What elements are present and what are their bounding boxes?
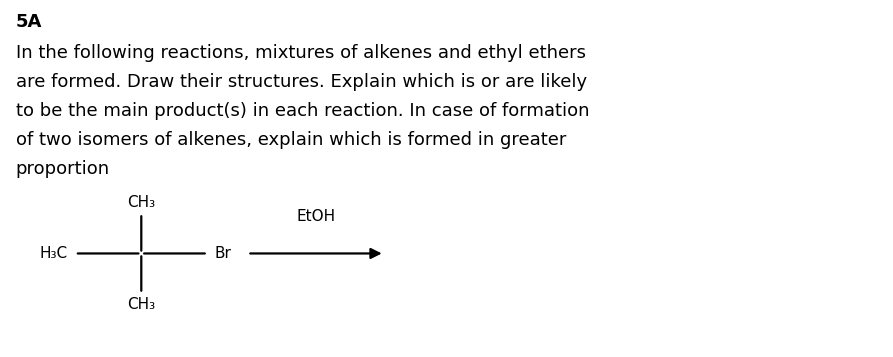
Text: CH₃: CH₃ (127, 297, 155, 312)
Text: 5A: 5A (16, 13, 42, 31)
Text: EtOH: EtOH (296, 209, 336, 224)
Text: of two isomers of alkenes, explain which is formed in greater: of two isomers of alkenes, explain which… (16, 131, 566, 149)
Text: In the following reactions, mixtures of alkenes and ethyl ethers: In the following reactions, mixtures of … (16, 44, 586, 62)
Text: H₃C: H₃C (39, 246, 68, 261)
Text: are formed. Draw their structures. Explain which is or are likely: are formed. Draw their structures. Expla… (16, 73, 587, 91)
Text: Br: Br (214, 246, 231, 261)
Text: proportion: proportion (16, 160, 110, 178)
Text: CH₃: CH₃ (127, 195, 155, 210)
Text: to be the main product(s) in each reaction. In case of formation: to be the main product(s) in each reacti… (16, 102, 589, 120)
